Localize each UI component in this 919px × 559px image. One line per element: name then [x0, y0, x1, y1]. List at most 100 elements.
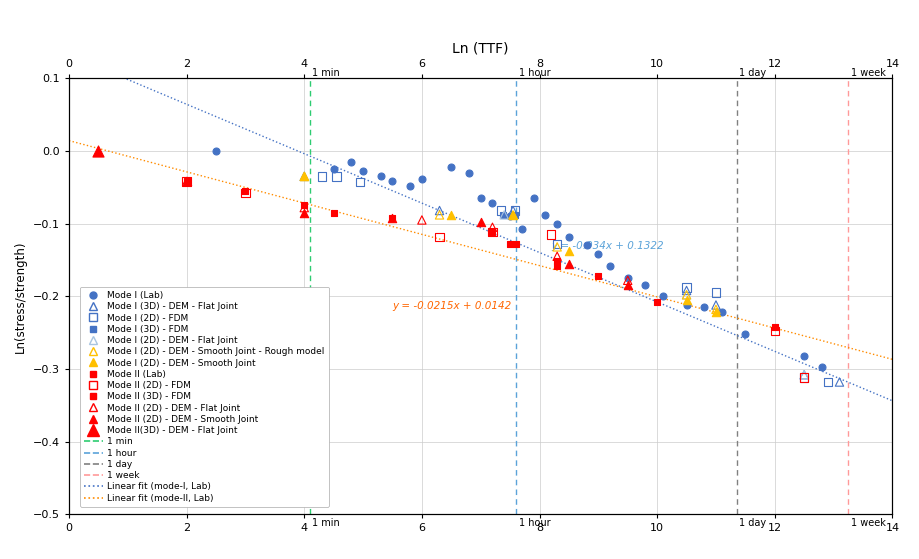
Point: [550, 243, 564, 252]
Point: [432, 210, 447, 219]
Text: 1 min: 1 min: [312, 518, 340, 528]
Point: [737, 330, 752, 339]
Point: [550, 239, 564, 248]
Point: [297, 172, 312, 181]
Point: [432, 206, 447, 215]
Point: [326, 164, 341, 173]
Point: [484, 199, 499, 208]
Point: [579, 241, 594, 250]
Point: [508, 239, 523, 248]
Text: 1 day: 1 day: [739, 68, 766, 78]
Point: [678, 295, 693, 304]
Point: [619, 273, 634, 282]
Point: [678, 283, 693, 292]
Point: [678, 286, 693, 295]
Point: [414, 174, 429, 183]
Point: [619, 281, 634, 290]
Point: [708, 301, 722, 310]
Point: [209, 146, 223, 155]
Point: [708, 305, 722, 314]
Point: [678, 290, 693, 299]
Point: [796, 370, 811, 379]
Point: [297, 172, 312, 181]
X-axis label: Ln (TTF): Ln (TTF): [452, 41, 508, 55]
Point: [507, 210, 522, 219]
Point: [543, 230, 558, 239]
Point: [796, 352, 811, 361]
Point: [297, 203, 312, 212]
Point: [505, 210, 520, 219]
Text: y = -0.0215x + 0.0142: y = -0.0215x + 0.0142: [392, 301, 511, 311]
Point: [179, 177, 194, 186]
Point: [326, 208, 341, 217]
Point: [356, 167, 370, 176]
Point: [473, 217, 488, 226]
Point: [484, 228, 499, 237]
Point: [638, 281, 652, 290]
Point: [590, 250, 605, 259]
Point: [678, 290, 693, 299]
Point: [714, 308, 729, 317]
Point: [561, 232, 575, 241]
Point: [550, 219, 564, 228]
Point: [179, 177, 194, 186]
Point: [484, 222, 499, 231]
Point: [708, 288, 722, 297]
Point: [297, 172, 312, 181]
Text: 1 hour: 1 hour: [518, 68, 550, 78]
Point: [561, 259, 575, 268]
Point: [179, 177, 194, 186]
Point: [820, 377, 834, 386]
Point: [796, 373, 811, 382]
Point: [619, 276, 634, 285]
Point: [385, 214, 400, 222]
Point: [444, 210, 459, 219]
Point: [550, 261, 564, 270]
Point: [297, 208, 312, 217]
Point: [494, 206, 508, 215]
Point: [179, 177, 194, 186]
Text: 1 hour: 1 hour: [518, 518, 550, 528]
Point: [314, 172, 329, 181]
Point: [91, 146, 106, 155]
Point: [403, 181, 417, 190]
Point: [708, 308, 722, 317]
Point: [561, 247, 575, 255]
Text: 1 week: 1 week: [850, 68, 885, 78]
Point: [649, 297, 664, 306]
Point: [444, 163, 459, 172]
Point: [385, 177, 400, 186]
Point: [766, 326, 781, 335]
Point: [344, 158, 358, 167]
Point: [329, 172, 344, 181]
Point: [602, 261, 617, 270]
Point: [526, 193, 540, 202]
Point: [352, 178, 367, 187]
Point: [495, 210, 510, 219]
Point: [505, 206, 520, 215]
Point: [505, 210, 520, 219]
Point: [238, 186, 253, 195]
Point: [514, 225, 528, 234]
Point: [655, 292, 670, 301]
Point: [373, 172, 388, 181]
Point: [796, 373, 811, 382]
Point: [507, 206, 522, 215]
Point: [238, 188, 253, 197]
Point: [813, 363, 828, 372]
Point: [414, 215, 429, 224]
Legend: Mode I (Lab), Mode I (3D) - DEM - Flat Joint, Mode I (2D) - FDM, Mode I (3D) - F: Mode I (Lab), Mode I (3D) - DEM - Flat J…: [80, 287, 329, 507]
Point: [796, 370, 811, 379]
Text: y = -0.034x + 0.1322: y = -0.034x + 0.1322: [550, 241, 664, 251]
Point: [385, 214, 400, 222]
Y-axis label: Ln(stress/strength): Ln(stress/strength): [15, 240, 28, 353]
Point: [538, 210, 552, 219]
Text: 1 day: 1 day: [739, 518, 766, 528]
Point: [297, 201, 312, 210]
Point: [496, 210, 511, 219]
Point: [502, 212, 516, 221]
Text: 1 week: 1 week: [850, 518, 885, 528]
Point: [678, 301, 693, 310]
Point: [696, 302, 710, 311]
Point: [473, 193, 488, 202]
